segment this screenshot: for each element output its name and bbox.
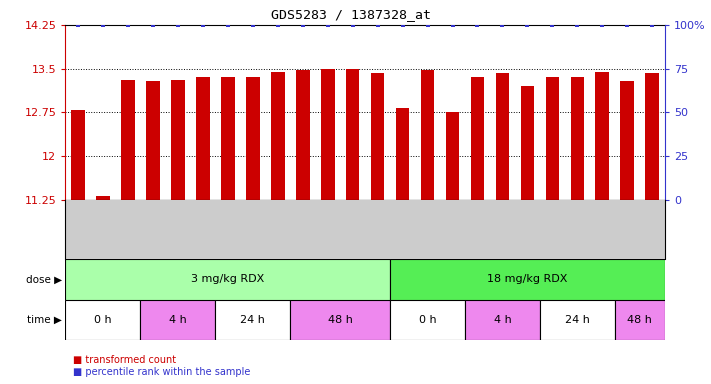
Bar (396, 108, 410, 200)
Bar (246, 78, 260, 200)
Text: 0 h: 0 h (94, 314, 112, 325)
Bar (370, 73, 385, 200)
Bar (596, 71, 609, 200)
Text: 48 h: 48 h (627, 314, 652, 325)
Bar (296, 70, 309, 200)
Bar (290, 300, 390, 340)
Bar (496, 73, 509, 200)
Bar (271, 71, 284, 200)
Text: ■ percentile rank within the sample: ■ percentile rank within the sample (73, 367, 250, 377)
Text: ■ transformed count: ■ transformed count (73, 355, 176, 365)
Bar (96, 195, 109, 200)
Bar (446, 112, 459, 200)
Bar (421, 70, 434, 200)
Text: 48 h: 48 h (328, 314, 353, 325)
Bar (321, 69, 334, 200)
Bar (346, 69, 360, 200)
Bar (390, 300, 465, 340)
Bar (570, 78, 584, 200)
Text: 0 h: 0 h (419, 314, 437, 325)
Bar (65, 300, 140, 340)
Text: 3 mg/kg RDX: 3 mg/kg RDX (191, 274, 264, 285)
Bar (140, 300, 215, 340)
Text: 18 mg/kg RDX: 18 mg/kg RDX (487, 274, 567, 285)
Bar (545, 78, 560, 200)
Text: GDS5283 / 1387328_at: GDS5283 / 1387328_at (271, 8, 431, 21)
Bar (196, 78, 210, 200)
Bar (215, 300, 290, 340)
Bar (520, 86, 534, 200)
Bar (121, 80, 134, 200)
Text: 24 h: 24 h (565, 314, 590, 325)
Text: 24 h: 24 h (240, 314, 265, 325)
Bar (615, 300, 665, 340)
Bar (171, 80, 185, 200)
Text: dose ▶: dose ▶ (26, 274, 62, 285)
Text: 4 h: 4 h (169, 314, 187, 325)
Text: 4 h: 4 h (493, 314, 511, 325)
Bar (465, 300, 540, 340)
Bar (621, 81, 634, 200)
Bar (65, 259, 390, 300)
Bar (471, 78, 484, 200)
Bar (221, 78, 235, 200)
Bar (646, 73, 659, 200)
Bar (146, 81, 160, 200)
Text: time ▶: time ▶ (27, 314, 62, 325)
Bar (390, 259, 665, 300)
Bar (71, 110, 85, 200)
Bar (540, 300, 615, 340)
